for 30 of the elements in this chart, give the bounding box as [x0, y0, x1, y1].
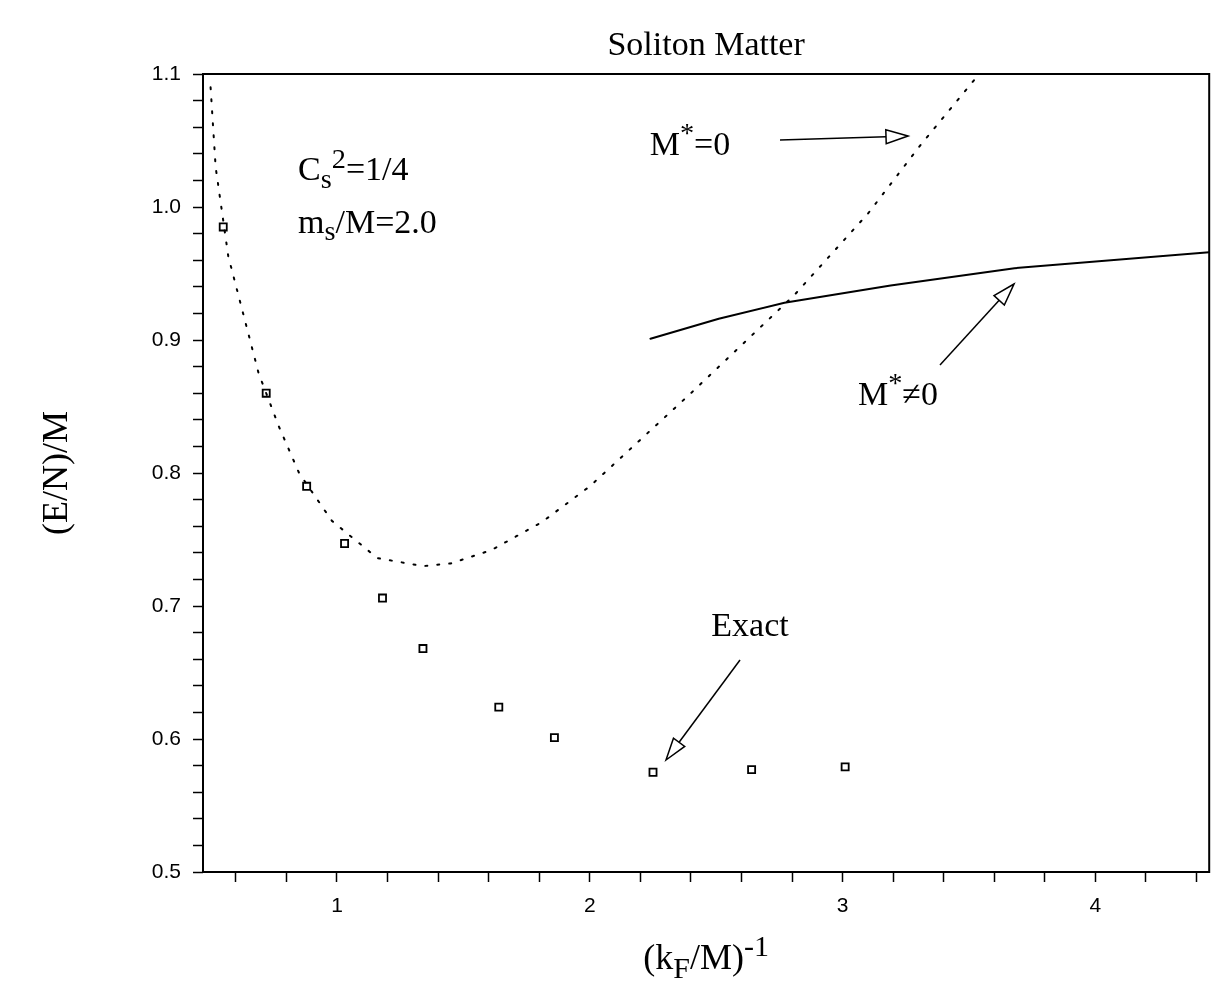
x-axis-title: (k$_{F}$/M)$^{-1}$: [643, 929, 769, 983]
x-tick-label: 3: [836, 893, 849, 917]
x-tick-label: 4: [1089, 893, 1102, 917]
point: [340, 539, 350, 548]
x-tick-label: 2: [583, 893, 596, 917]
annotation: M$^{*}$≠0: [857, 367, 939, 413]
x-tick-label: 1: [331, 893, 343, 917]
point: [261, 388, 271, 398]
annotation: Exact: [711, 606, 789, 644]
y-axis-title: (E/N)/M: [34, 411, 76, 535]
point: [302, 481, 312, 491]
y-tick-label: 0.8: [151, 459, 181, 483]
y-tick-label: 0.7: [151, 592, 181, 616]
point: [747, 765, 757, 775]
point: [549, 733, 559, 743]
y-tick-label: 0.9: [151, 326, 181, 350]
point: [218, 222, 228, 232]
annotation: C$_{s}$$^{2}$=1/4: [298, 142, 409, 196]
point: [840, 762, 850, 772]
point: [648, 767, 658, 777]
annotation: m$_{s}$/M=2.0: [298, 202, 437, 248]
chart-title: Soliton Matter: [607, 25, 805, 63]
point: [418, 644, 428, 653]
y-tick-label: 1.0: [151, 193, 181, 217]
y-tick-label: 0.5: [151, 858, 181, 882]
y-tick-label: 1.1: [151, 60, 181, 84]
point: [494, 702, 504, 712]
point: [378, 593, 387, 603]
y-tick-label: 0.6: [151, 725, 181, 749]
annotation: M$^{*}$=0: [649, 117, 731, 163]
